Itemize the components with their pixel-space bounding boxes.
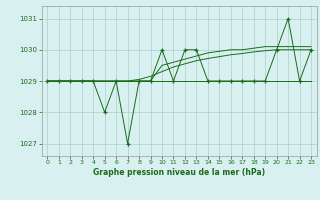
X-axis label: Graphe pression niveau de la mer (hPa): Graphe pression niveau de la mer (hPa) <box>93 168 265 177</box>
